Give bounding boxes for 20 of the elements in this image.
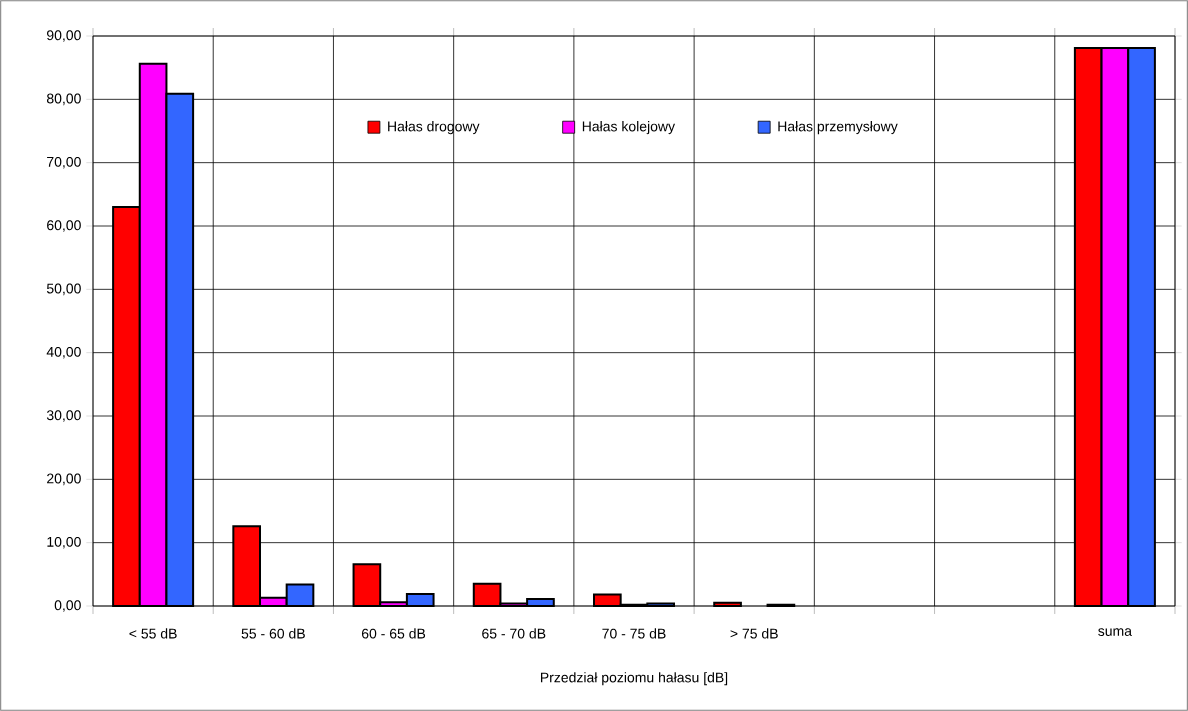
x-axis-title: Przedział poziomu hałasu [dB] bbox=[540, 672, 728, 686]
legend-label: Hałas przemysłowy bbox=[778, 121, 898, 135]
y-tick-label: 90,00 bbox=[47, 30, 81, 42]
y-tick-label: 40,00 bbox=[46, 346, 81, 359]
y-tick-label: 60,00 bbox=[47, 220, 81, 232]
x-tick-label: 55 - 60 dB bbox=[241, 628, 305, 639]
x-tick-label: 65 - 70 dB bbox=[482, 628, 546, 639]
x-tick-label: > 75 dB bbox=[730, 628, 778, 639]
y-tick-label: 0,00 bbox=[54, 600, 81, 612]
y-tick-label: 80,00 bbox=[46, 93, 81, 106]
y-tick-label: 10,00 bbox=[47, 536, 81, 549]
y-tick-label: 30,00 bbox=[46, 410, 81, 422]
y-tick-label: 70,00 bbox=[47, 156, 81, 169]
y-tick-label: 20,00 bbox=[47, 473, 81, 486]
x-tick-label: 60 - 65 dB bbox=[361, 628, 426, 639]
y-tick-label: 50,00 bbox=[46, 283, 81, 296]
legend-label: Hałas kolejowy bbox=[582, 121, 676, 135]
x-tick-label: suma bbox=[1098, 628, 1132, 636]
x-tick-label: < 55 dB bbox=[129, 628, 177, 639]
x-tick-label: 70 - 75 dB bbox=[602, 628, 666, 639]
